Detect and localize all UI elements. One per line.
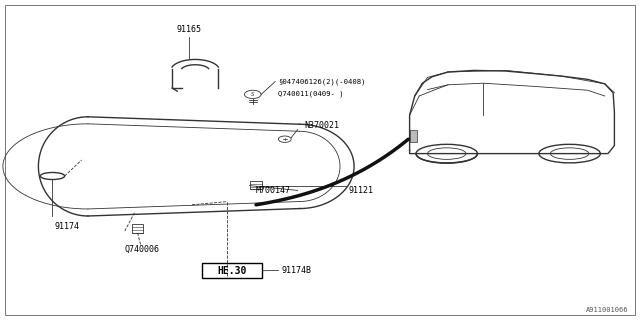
Text: M700147: M700147 <box>256 186 291 195</box>
Text: A911001066: A911001066 <box>586 307 628 313</box>
Text: §047406126(2)(-0408): §047406126(2)(-0408) <box>278 78 366 85</box>
Bar <box>250 181 262 189</box>
Bar <box>132 224 143 233</box>
Text: 91174B: 91174B <box>282 266 312 275</box>
Text: Q740011(0409- ): Q740011(0409- ) <box>278 91 344 97</box>
Text: S: S <box>251 92 255 97</box>
Bar <box>202 263 262 278</box>
Text: 91121: 91121 <box>349 186 374 195</box>
Text: N370021: N370021 <box>304 121 339 130</box>
Text: 91174: 91174 <box>54 222 79 231</box>
Text: Q740006: Q740006 <box>125 245 160 254</box>
Text: HE.30: HE.30 <box>218 266 246 276</box>
Text: 91165: 91165 <box>176 25 202 34</box>
Bar <box>410 130 417 142</box>
